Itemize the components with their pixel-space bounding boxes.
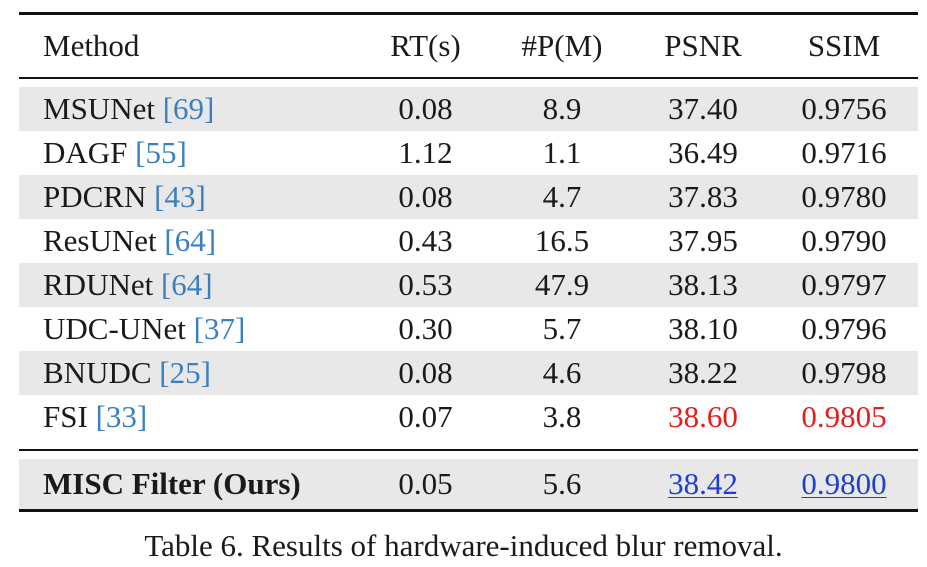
rt-cell-ours: 0.05	[363, 458, 488, 512]
params-cell: 16.5	[534, 222, 590, 258]
header-method: Method	[43, 27, 140, 63]
table-row: ResUNet [64] 0.43 16.5 37.95 0.9790	[19, 219, 918, 263]
results-table-container: Method RT(s) #P(M) PSNR SSIM MSUNet [69]…	[19, 12, 918, 512]
rt-cell: 0.07	[398, 398, 453, 434]
results-table: Method RT(s) #P(M) PSNR SSIM MSUNet [69]…	[19, 12, 918, 512]
citation-link[interactable]: [37]	[193, 310, 246, 346]
table-row: BNUDC [25] 0.08 4.6 38.22 0.9798	[19, 350, 918, 395]
params-cell: 3.8	[542, 398, 582, 434]
psnr-cell: 36.49	[668, 134, 738, 170]
ssim-cell: 0.9796	[801, 310, 887, 346]
ssim-cell-best: 0.9805	[801, 398, 887, 434]
psnr-cell-ours: 38.42	[636, 458, 770, 512]
psnr-cell: 38.22	[636, 350, 770, 395]
params-cell: 5.7	[542, 310, 582, 346]
table-row-ours: MISC Filter (Ours) 0.05 5.6 38.42 0.9800	[19, 458, 918, 512]
params-cell: 47.9	[488, 262, 636, 307]
ssim-cell-ours: 0.9800	[770, 458, 918, 512]
rt-cell: 0.08	[363, 174, 488, 219]
method-cell: RDUNet [64]	[19, 262, 363, 307]
method-cell-ours: MISC Filter (Ours)	[19, 458, 363, 512]
method-cell: ResUNet [64]	[43, 222, 217, 258]
table-row: MSUNet [69] 0.08 8.9 37.40 0.9756	[19, 86, 918, 131]
table-row: DAGF [55] 1.12 1.1 36.49 0.9716	[19, 131, 918, 175]
method-cell: PDCRN [43]	[19, 174, 363, 219]
psnr-cell: 38.13	[636, 262, 770, 307]
table-caption: Table 6. Results of hardware-induced blu…	[144, 528, 783, 563]
ssim-cell: 0.9756	[770, 86, 918, 131]
rt-cell: 0.08	[363, 86, 488, 131]
psnr-cell-best: 38.60	[668, 398, 738, 434]
header-ssim: SSIM	[807, 27, 881, 63]
rt-cell: 1.12	[398, 134, 453, 170]
psnr-second-best: 38.42	[668, 465, 738, 501]
table-row: RDUNet [64] 0.53 47.9 38.13 0.9797	[19, 262, 918, 307]
rt-cell: 0.08	[363, 350, 488, 395]
method-cell: MSUNet [69]	[19, 86, 363, 131]
header-psnr: PSNR	[664, 27, 742, 63]
params-cell: 8.9	[488, 86, 636, 131]
header-params: #P(M)	[521, 27, 603, 63]
psnr-cell: 37.83	[636, 174, 770, 219]
method-cell: UDC-UNet [37]	[43, 310, 246, 346]
table-row: UDC-UNet [37] 0.30 5.7 38.10 0.9796	[19, 307, 918, 351]
table-row: PDCRN [43] 0.08 4.7 37.83 0.9780	[19, 174, 918, 219]
rt-cell: 0.30	[398, 310, 453, 346]
params-cell: 1.1	[542, 134, 582, 170]
ssim-cell: 0.9780	[770, 174, 918, 219]
table-row: FSI [33] 0.07 3.8 38.60 0.9805	[19, 395, 918, 439]
method-cell: FSI [33]	[43, 398, 148, 434]
params-cell: 4.7	[488, 174, 636, 219]
ssim-cell: 0.9798	[770, 350, 918, 395]
ssim-cell: 0.9716	[801, 134, 887, 170]
psnr-cell: 37.95	[668, 222, 738, 258]
psnr-cell: 38.10	[668, 310, 738, 346]
citation-link[interactable]: [55]	[135, 134, 187, 170]
ssim-second-best: 0.9800	[801, 465, 887, 501]
rt-cell: 0.53	[363, 262, 488, 307]
rt-cell: 0.43	[398, 222, 453, 258]
header-rt: RT(s)	[390, 27, 461, 63]
method-cell: BNUDC [25]	[19, 350, 363, 395]
citation-link[interactable]: [64]	[160, 266, 213, 302]
ssim-cell: 0.9790	[801, 222, 887, 258]
citation-link[interactable]: [43]	[154, 178, 206, 214]
citation-link[interactable]: [69]	[162, 90, 215, 126]
ssim-cell: 0.9797	[770, 262, 918, 307]
citation-link[interactable]: [64]	[164, 222, 217, 258]
params-cell-ours: 5.6	[488, 458, 636, 512]
params-cell: 4.6	[488, 350, 636, 395]
citation-link[interactable]: [25]	[159, 354, 211, 390]
method-cell: DAGF [55]	[43, 134, 187, 170]
psnr-cell: 37.40	[636, 86, 770, 131]
citation-link[interactable]: [33]	[95, 398, 148, 434]
header-row: Method RT(s) #P(M) PSNR SSIM	[19, 13, 918, 78]
